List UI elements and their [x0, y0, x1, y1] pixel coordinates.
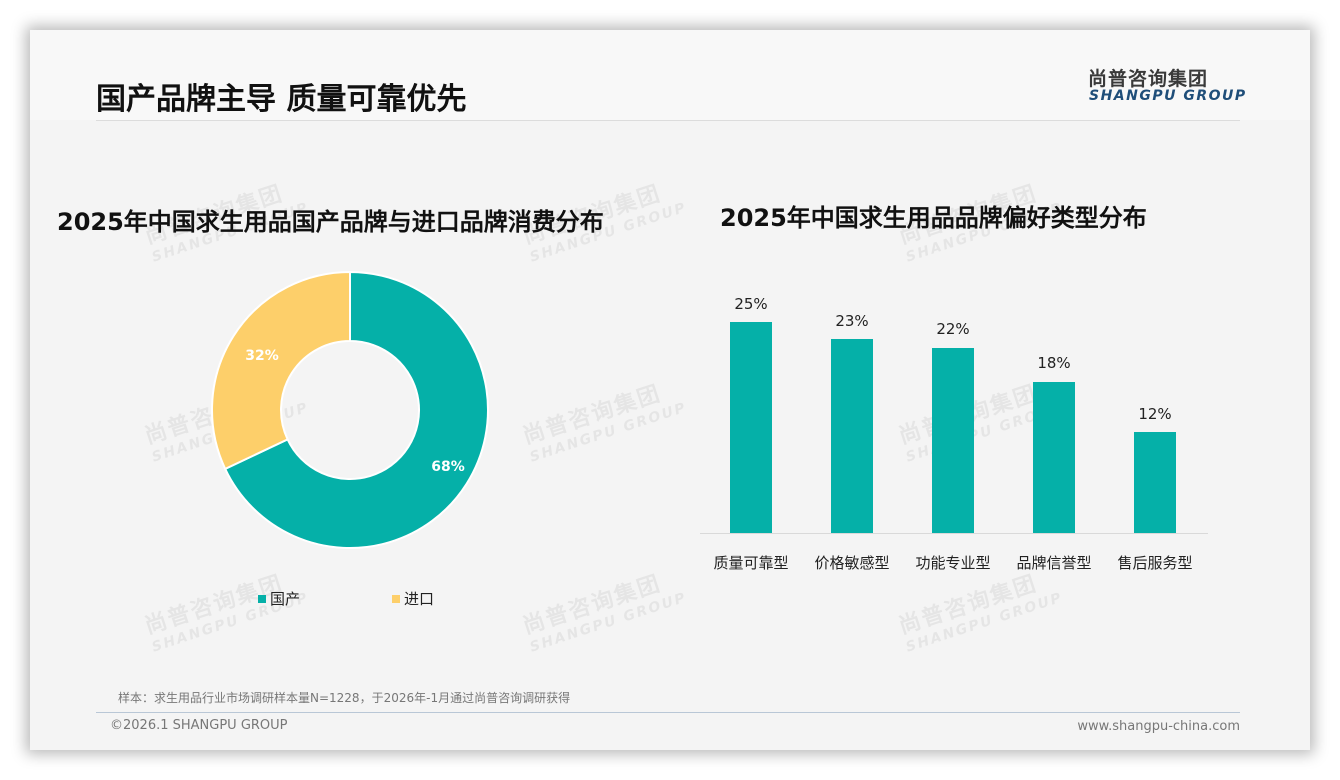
footer-divider: [96, 712, 1240, 713]
legend-swatch-yellow: [392, 594, 400, 603]
bar-value-label: 12%: [1138, 405, 1172, 423]
bar-quality[interactable]: [730, 322, 772, 533]
bar-function[interactable]: [932, 348, 974, 533]
page-title: 国产品牌主导 质量可靠优先: [96, 82, 467, 117]
donut-chart: 68% 32%: [211, 271, 489, 549]
logo-chinese: 尚普咨询集团: [1088, 68, 1209, 90]
bar-chart: 25% 质量可靠型 23% 价格敏感型 22% 功能专业型 18% 品牌信誉型 …: [700, 290, 1208, 590]
bar-chart-title: 2025年中国求生用品品牌偏好类型分布: [720, 204, 1147, 232]
title-divider: [96, 120, 1240, 121]
bar-value-label: 22%: [936, 320, 970, 338]
sample-footnote: 样本：求生用品行业市场调研样本量N=1228，于2026年-1月通过尚普咨询调研…: [118, 691, 571, 705]
legend-item-imported[interactable]: 进口: [392, 588, 434, 609]
category-label: 功能专业型: [915, 554, 991, 572]
logo-english: SHANGPU GROUP: [1089, 88, 1247, 104]
legend-item-domestic[interactable]: 国产: [258, 588, 300, 609]
category-label: 价格敏感型: [814, 554, 890, 572]
x-axis-line: [700, 533, 1208, 534]
website-link[interactable]: www.shangpu-china.com: [1077, 719, 1240, 734]
donut-chart-title: 2025年中国求生用品国产品牌与进口品牌消费分布: [57, 208, 604, 236]
donut-slice-domestic[interactable]: [223, 271, 489, 549]
slice-label-imported: 32%: [245, 348, 279, 364]
bar-value-label: 18%: [1037, 354, 1071, 372]
category-label: 质量可靠型: [713, 554, 789, 572]
legend-swatch-teal: [258, 594, 266, 603]
category-label: 售后服务型: [1117, 554, 1193, 572]
legend-label: 国产: [270, 590, 301, 608]
copyright: ©2026.1 SHANGPU GROUP: [110, 718, 288, 733]
slice-label-domestic: 68%: [431, 459, 465, 475]
donut-slice-imported[interactable]: [211, 271, 351, 471]
slide: 国产品牌主导 质量可靠优先 尚普咨询集团 SHANGPU GROUP 尚普咨询集…: [30, 30, 1310, 750]
bar-service[interactable]: [1134, 432, 1176, 533]
category-label: 品牌信誉型: [1016, 554, 1092, 572]
legend-label: 进口: [404, 590, 435, 608]
bar-value-label: 25%: [734, 295, 768, 313]
bar-brand[interactable]: [1033, 382, 1075, 533]
header-band: [30, 30, 1310, 120]
bar-value-label: 23%: [835, 312, 869, 330]
bar-price[interactable]: [831, 339, 873, 533]
